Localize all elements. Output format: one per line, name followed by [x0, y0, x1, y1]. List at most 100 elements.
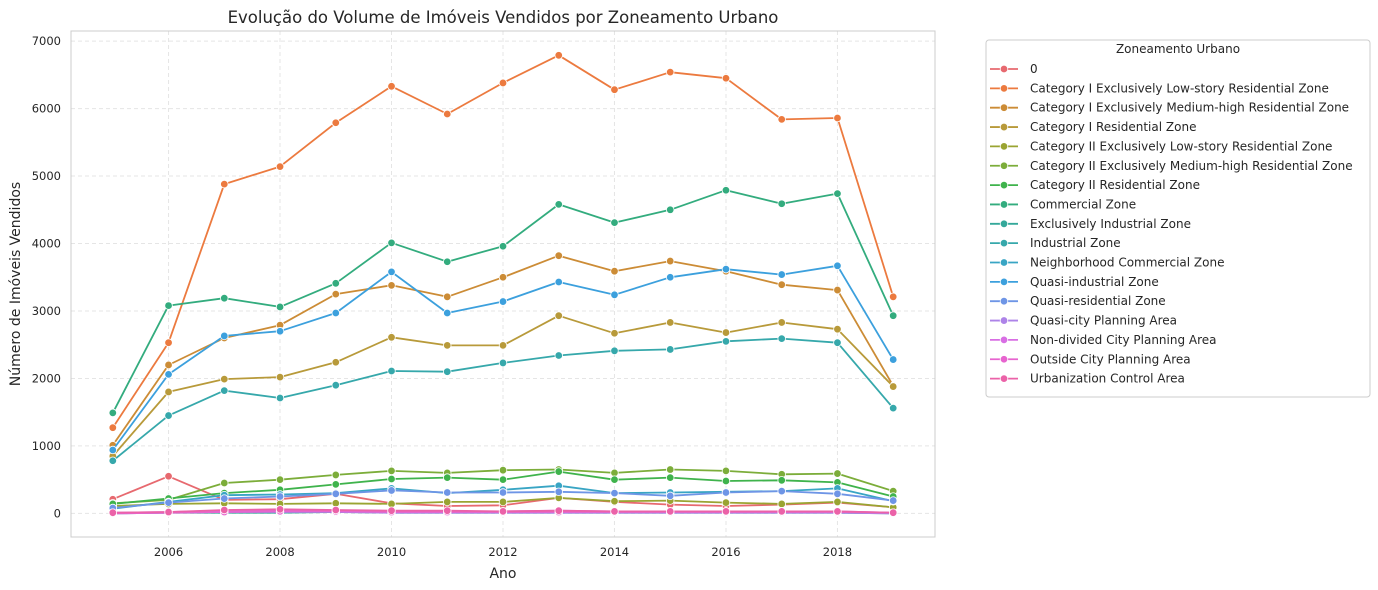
data-point [721, 507, 731, 516]
data-point [164, 301, 173, 310]
data-point [275, 475, 285, 484]
chart-title: Evolução do Volume de Imóveis Vendidos p… [228, 8, 779, 27]
data-point [220, 179, 229, 189]
legend-marker [999, 374, 1009, 383]
legend-label: Industrial Zone [1030, 236, 1121, 250]
data-point [777, 486, 786, 496]
data-point [666, 507, 675, 516]
legend-item: Category I Exclusively Low-story Residen… [990, 81, 1329, 95]
y-tick-label: 4000 [32, 237, 61, 251]
data-point [443, 257, 452, 266]
series-1 [108, 51, 898, 432]
data-point [554, 311, 563, 320]
data-point [164, 498, 173, 507]
data-point [666, 473, 675, 482]
x-tick-label: 2014 [600, 545, 629, 559]
legend-label: Quasi-city Planning Area [1030, 314, 1177, 328]
data-point [498, 507, 508, 516]
data-point [275, 162, 285, 171]
y-tick-label: 0 [54, 506, 61, 520]
data-point [164, 370, 173, 379]
data-point [721, 74, 731, 83]
data-point [164, 411, 173, 420]
data-point [443, 473, 452, 482]
legend-item: Quasi-city Planning Area [990, 314, 1177, 328]
y-tick-label: 1000 [32, 439, 61, 453]
data-point [220, 478, 229, 488]
data-point [666, 491, 675, 501]
x-tick-labels: 2006 2008 2010 2012 2014 2016 2018 [154, 545, 852, 559]
x-tick-label: 2008 [265, 545, 294, 559]
data-point [833, 113, 842, 123]
legend-item: 0 [990, 62, 1038, 76]
data-point [387, 506, 396, 515]
data-point [610, 488, 619, 498]
data-point [777, 318, 786, 327]
data-point [721, 498, 731, 507]
data-point [888, 496, 898, 505]
data-point [331, 381, 340, 390]
data-point [721, 264, 731, 274]
data-point [331, 505, 340, 515]
series-11 [108, 261, 898, 455]
data-point [777, 507, 786, 516]
y-tick-label: 7000 [32, 34, 61, 48]
data-point [833, 285, 842, 295]
data-point [498, 497, 508, 507]
data-point [666, 318, 675, 327]
data-point [721, 488, 731, 497]
data-point [498, 78, 508, 88]
legend-marker [999, 142, 1009, 151]
data-point [777, 334, 786, 343]
legend-item: Neighborhood Commercial Zone [990, 256, 1224, 270]
data-point [888, 355, 898, 364]
legend-marker [999, 277, 1009, 287]
data-point [443, 367, 452, 376]
data-point [610, 218, 619, 227]
data-point [275, 327, 285, 336]
x-tick-label: 2012 [488, 545, 517, 559]
data-point [443, 488, 452, 497]
legend-item: Category II Exclusively Low-story Reside… [990, 139, 1332, 153]
legend-label: Category I Residential Zone [1030, 120, 1196, 134]
data-point [108, 456, 118, 465]
legend-label: Category II Exclusively Low-story Reside… [1030, 139, 1332, 153]
data-point [387, 474, 396, 484]
legend-marker [999, 200, 1009, 209]
data-point [331, 118, 340, 127]
data-point [387, 466, 396, 476]
data-point [554, 467, 563, 476]
data-point [666, 465, 675, 474]
data-point [721, 337, 731, 346]
data-point [498, 341, 508, 350]
legend-label: Non-divided City Planning Area [1030, 333, 1217, 347]
y-axis-label: Número de Imóveis Vendidos [8, 182, 24, 386]
legend-marker [999, 238, 1009, 248]
legend-label: Neighborhood Commercial Zone [1030, 256, 1224, 270]
data-point [108, 508, 118, 517]
legend-marker [999, 161, 1009, 170]
data-point [833, 261, 842, 270]
data-point [610, 290, 619, 299]
series-7 [108, 186, 898, 418]
legend-marker [999, 258, 1009, 267]
data-point [331, 308, 340, 318]
data-point [554, 51, 563, 60]
data-point [666, 67, 675, 77]
data-point [331, 480, 340, 489]
legend-marker [999, 219, 1009, 228]
legend-label: Category II Exclusively Medium-high Resi… [1030, 159, 1353, 173]
data-point [275, 302, 285, 312]
data-point [220, 386, 229, 395]
legend-marker [999, 335, 1009, 345]
series-9 [108, 334, 898, 465]
data-point [888, 403, 898, 413]
legend-item: Category I Exclusively Medium-high Resid… [990, 101, 1349, 115]
data-point [554, 506, 563, 515]
data-point [777, 280, 786, 289]
series-4 [108, 493, 898, 512]
data-point [220, 494, 229, 503]
data-point [833, 497, 842, 507]
legend-item: Quasi-industrial Zone [990, 275, 1159, 289]
